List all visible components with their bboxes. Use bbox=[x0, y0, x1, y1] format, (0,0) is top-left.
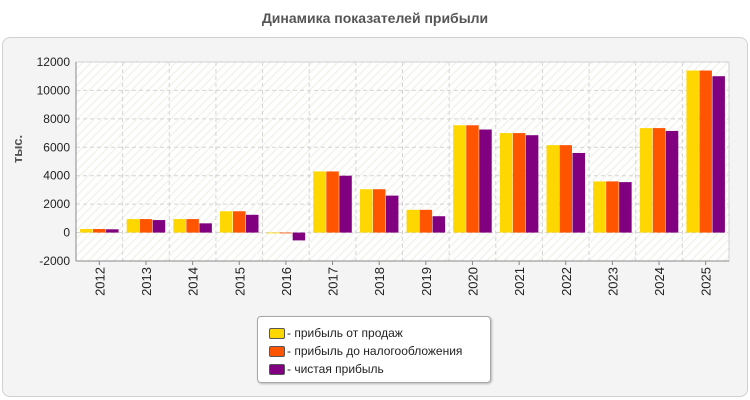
x-tick-label: 2023 bbox=[605, 267, 620, 296]
legend: - прибыль от продаж - прибыль до налогоо… bbox=[257, 316, 491, 383]
x-tick-label: 2013 bbox=[139, 267, 154, 296]
bar-2024-series-2 bbox=[665, 130, 679, 233]
bar-2018-series-0 bbox=[359, 189, 373, 233]
bar-2023-series-1 bbox=[606, 181, 619, 233]
bar-2020-series-2 bbox=[479, 129, 492, 233]
bar-2018-series-1 bbox=[372, 189, 386, 233]
legend-item-pretax: - прибыль до налогообложения bbox=[269, 343, 462, 359]
y-tick-label: 8000 bbox=[43, 112, 70, 126]
bar-2021-series-0 bbox=[499, 133, 513, 233]
bar-2017-series-2 bbox=[339, 175, 352, 233]
bar-2014-series-0 bbox=[173, 219, 186, 233]
bar-2019-series-0 bbox=[406, 209, 420, 233]
bar-2021-series-1 bbox=[512, 133, 526, 233]
bar-2013-series-1 bbox=[139, 219, 153, 233]
y-tick-label: 12000 bbox=[37, 55, 71, 69]
bar-2014-series-2 bbox=[199, 223, 212, 233]
bar-2017-series-0 bbox=[313, 171, 326, 233]
x-tick-label: 2019 bbox=[419, 267, 434, 296]
bar-2025-series-1 bbox=[699, 70, 712, 233]
bar-2025-series-0 bbox=[686, 70, 699, 233]
bar-2022-series-2 bbox=[572, 152, 585, 233]
bar-2016-series-2 bbox=[292, 232, 306, 241]
bar-2013-series-0 bbox=[126, 219, 140, 233]
bar-2021-series-2 bbox=[525, 135, 539, 233]
bar-2015-series-0 bbox=[220, 211, 233, 233]
bar-2024-series-0 bbox=[639, 128, 653, 233]
x-tick-label: 2014 bbox=[186, 267, 201, 296]
y-tick-label: 6000 bbox=[43, 140, 70, 154]
x-tick-label: 2025 bbox=[699, 267, 714, 296]
y-tick-label: 0 bbox=[63, 226, 70, 240]
bar-2022-series-1 bbox=[559, 145, 572, 233]
bar-2015-series-2 bbox=[246, 214, 259, 233]
y-tick-label: -2000 bbox=[39, 254, 70, 268]
bar-2023-series-2 bbox=[619, 182, 632, 233]
bar-2016-series-1 bbox=[279, 232, 293, 234]
x-tick-label: 2016 bbox=[279, 267, 294, 296]
bar-2020-series-0 bbox=[453, 125, 466, 233]
bar-2022-series-0 bbox=[546, 145, 559, 233]
bar-2016-series-0 bbox=[266, 232, 280, 234]
legend-item-sales: - прибыль от продаж bbox=[269, 325, 403, 341]
chart-title: Динамика показателей прибыли bbox=[261, 10, 489, 26]
y-tick-label: 10000 bbox=[37, 83, 71, 97]
legend-item-net: - чистая прибыль bbox=[269, 361, 384, 377]
bar-2017-series-1 bbox=[326, 171, 339, 233]
x-tick-label: 2021 bbox=[512, 267, 527, 296]
legend-label-pretax: - прибыль до налогообложения bbox=[287, 344, 463, 358]
bar-2013-series-2 bbox=[152, 220, 166, 233]
bar-2023-series-0 bbox=[593, 181, 606, 233]
bar-2014-series-1 bbox=[186, 219, 199, 233]
y-axis-label: тыс. bbox=[10, 135, 25, 163]
bar-2012-series-2 bbox=[106, 229, 119, 233]
bar-2015-series-1 bbox=[233, 211, 246, 233]
bar-2025-series-2 bbox=[712, 76, 725, 233]
legend-label-sales: - прибыль от продаж bbox=[287, 326, 403, 340]
x-tick-label: 2024 bbox=[652, 267, 667, 296]
bar-2018-series-2 bbox=[385, 195, 399, 233]
y-tick-label: 2000 bbox=[43, 197, 70, 211]
bar-2020-series-1 bbox=[466, 125, 479, 233]
bar-2012-series-0 bbox=[80, 229, 93, 233]
legend-swatch-pretax bbox=[269, 345, 285, 357]
legend-label-net: - чистая прибыль bbox=[287, 362, 384, 376]
bar-2024-series-1 bbox=[652, 128, 666, 233]
bar-2019-series-1 bbox=[419, 209, 433, 233]
legend-swatch-sales bbox=[269, 327, 285, 339]
bar-2012-series-1 bbox=[93, 229, 106, 233]
legend-swatch-net bbox=[269, 363, 285, 375]
x-tick-label: 2012 bbox=[92, 267, 107, 296]
x-tick-label: 2015 bbox=[232, 267, 247, 296]
y-tick-label: 4000 bbox=[43, 169, 70, 183]
bar-2019-series-2 bbox=[432, 216, 446, 233]
x-tick-label: 2017 bbox=[326, 267, 341, 296]
x-tick-label: 2020 bbox=[465, 267, 480, 296]
x-tick-label: 2022 bbox=[559, 267, 574, 296]
x-tick-label: 2018 bbox=[372, 267, 387, 296]
